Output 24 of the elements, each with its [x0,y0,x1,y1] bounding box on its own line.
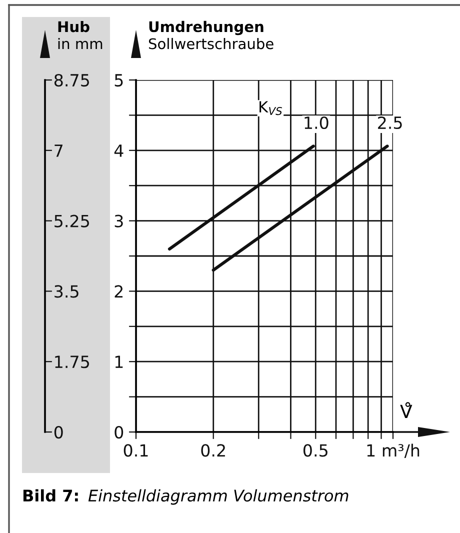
text: Einstelldiagramm Volumenstrom [88,489,348,505]
y-tick-label: 0 [114,426,124,439]
y2-tick-label: 8.75 [54,74,89,87]
y2-tick-label: 7 [54,144,63,157]
x-tick-label: 0.1 [124,444,148,457]
y2-tick-label: 3.5 [54,285,78,298]
y2-tick-label: 5.25 [54,214,89,228]
y-tick-label: 5 [114,74,123,87]
series-label: 2.5 [378,116,402,130]
series-label: 1.0 [304,116,328,130]
x-axis-title: V̊ [400,402,412,418]
text: Bild 7: [23,489,78,502]
y-tick-label: 3 [114,214,123,228]
x-tick-label: 1 m³/h [367,444,420,458]
y-tick-label: 1 [115,356,123,368]
y2-tick-label: 1.75 [55,356,89,368]
x-tick-label: 0.2 [201,444,225,457]
y2-tick-label: 0 [54,426,63,439]
annotation: K$_{VS}$ [260,101,282,116]
y-tick-label: 4 [114,144,124,157]
y-axis-title: Umdrehungen Sollwertschraube [148,20,274,50]
y-tick-label: 2 [114,285,123,298]
x-tick-label: 0.5 [303,444,328,457]
y2-axis-title: Hub in mm [58,20,102,50]
